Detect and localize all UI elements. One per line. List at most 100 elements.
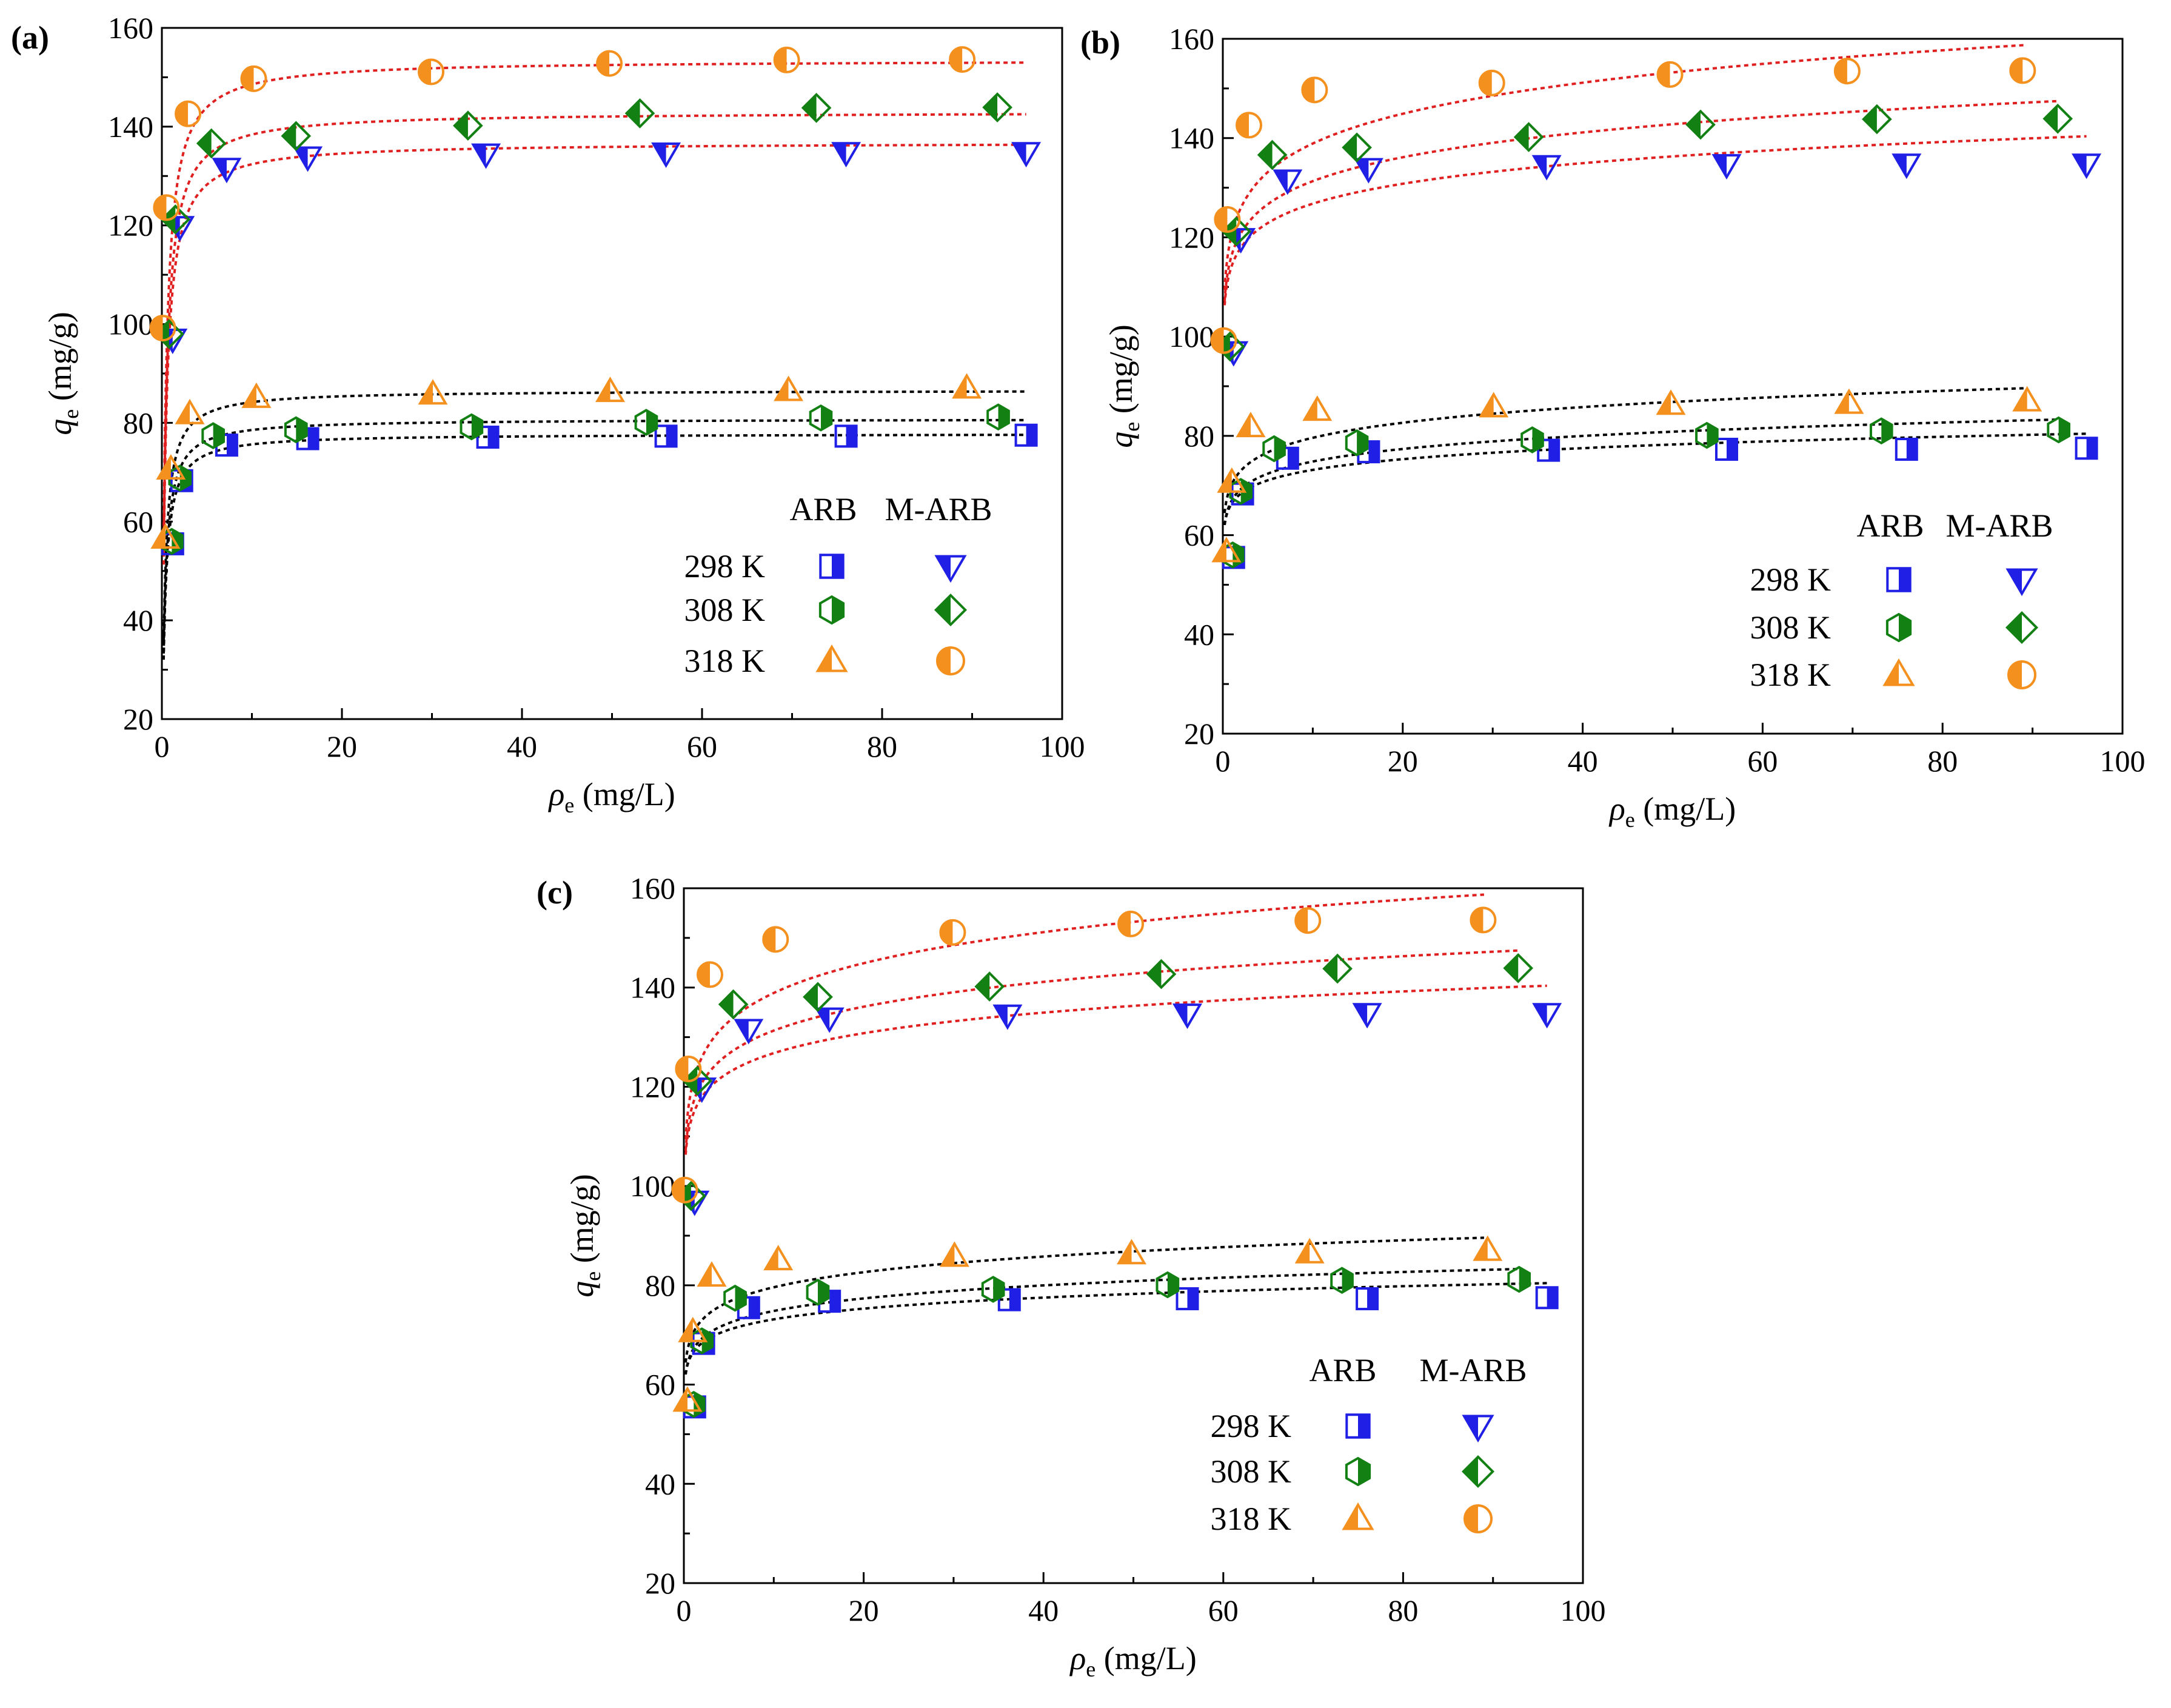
arb-318-marker xyxy=(418,379,448,405)
legend-marb-318-marker xyxy=(2007,660,2036,689)
marb-298-marker xyxy=(1711,154,1742,180)
marb-298-marker xyxy=(992,1004,1023,1030)
marker-fill xyxy=(177,401,190,423)
marker-outline xyxy=(939,1241,969,1267)
legend-arb-308-marker xyxy=(1345,1456,1371,1487)
x-tick-label: 80 xyxy=(1388,1593,1418,1627)
marker-fill xyxy=(1013,143,1026,166)
marker-outline xyxy=(1257,139,1288,170)
marker-fill xyxy=(1026,424,1037,446)
marker-outline xyxy=(1886,567,1912,592)
marker-fill xyxy=(1464,1416,1478,1441)
marker-fill xyxy=(1479,70,1492,95)
marker-fill xyxy=(2007,612,2022,643)
marker-outline xyxy=(293,146,323,172)
marker-outline xyxy=(1352,1003,1382,1029)
y-tick-label: 140 xyxy=(630,971,675,1005)
marker-outline xyxy=(1532,1003,1562,1029)
fit-curve xyxy=(684,893,1485,1140)
marker-fill xyxy=(936,556,951,581)
legend-arb-298-marker xyxy=(1886,567,1912,592)
plot-frame xyxy=(161,27,1063,720)
arb-298-marker xyxy=(1356,1287,1379,1310)
marker-fill xyxy=(720,991,734,1018)
marker-fill xyxy=(419,59,432,84)
marker-fill xyxy=(154,195,167,220)
arb-318-marker xyxy=(2012,386,2042,412)
y-tick-label: 160 xyxy=(1169,22,1214,56)
panel-label: (a) xyxy=(11,19,49,56)
marker-outline xyxy=(818,595,845,625)
marker-outline xyxy=(697,1261,727,1287)
marb-318-marker xyxy=(1656,61,1684,88)
marb-308-marker xyxy=(718,989,749,1020)
marker-outline xyxy=(801,93,832,123)
marker-fill xyxy=(1893,155,1907,177)
marker-fill xyxy=(935,595,951,625)
arb-318-marker xyxy=(672,1386,703,1412)
marker-outline xyxy=(1464,1504,1493,1533)
marker-outline xyxy=(809,404,833,432)
marker-fill xyxy=(2009,661,2022,688)
marb-308-marker xyxy=(1146,959,1177,990)
marker-fill xyxy=(1714,155,1727,178)
marb-308-marker xyxy=(2042,103,2073,134)
y-tick-label: 120 xyxy=(630,1070,675,1104)
marker-outline xyxy=(1520,426,1544,454)
marker-outline xyxy=(1294,1237,1325,1264)
legend-row-label: 308 K xyxy=(1750,609,1831,646)
marker-fill xyxy=(1515,124,1529,151)
marker-fill xyxy=(698,962,711,987)
marker-outline xyxy=(737,1296,760,1319)
y-tick-label: 80 xyxy=(645,1268,675,1302)
marker-fill xyxy=(832,555,843,578)
marb-318-marker xyxy=(1236,112,1263,139)
arb-308-marker xyxy=(1330,1267,1354,1294)
marker-outline xyxy=(651,142,681,168)
marker-outline xyxy=(1014,423,1038,447)
x-tick-label: 20 xyxy=(1388,744,1418,778)
arb-298-marker xyxy=(1715,438,1738,461)
marker-outline xyxy=(675,1055,702,1082)
marker-outline xyxy=(418,379,448,405)
marker-fill xyxy=(1167,1273,1179,1297)
marker-fill xyxy=(1881,418,1892,443)
arb-318-marker xyxy=(774,375,804,401)
legend-row-label: 308 K xyxy=(1211,1453,1292,1490)
arb-308-marker xyxy=(1262,435,1286,463)
x-axis-unit: (mg/L) xyxy=(1096,1640,1196,1676)
marb-318-marker xyxy=(1214,206,1241,233)
marker-fill xyxy=(471,414,483,439)
legend-header: M-ARB xyxy=(885,491,992,527)
y-tick-label: 40 xyxy=(645,1467,675,1501)
marker-outline xyxy=(1236,412,1266,438)
marker-outline xyxy=(1156,1271,1180,1299)
marker-outline xyxy=(1715,438,1738,461)
marker-outline xyxy=(153,194,180,221)
fit-curve xyxy=(162,434,1026,660)
marker-outline xyxy=(982,92,1012,122)
y-tick-label: 40 xyxy=(1184,617,1214,651)
marker-outline xyxy=(815,644,848,672)
marker-fill xyxy=(1707,423,1718,447)
marker-outline xyxy=(1462,1415,1494,1443)
marker-fill xyxy=(1471,908,1484,933)
marker-fill xyxy=(1302,78,1315,102)
marb-318-marker xyxy=(949,46,976,73)
fit-curve xyxy=(162,113,1026,554)
marker-fill xyxy=(846,426,857,447)
marker-fill xyxy=(1354,1004,1368,1026)
marker-outline xyxy=(1146,959,1177,990)
legend-arb-318-marker xyxy=(1342,1502,1374,1530)
marker-outline xyxy=(1479,392,1509,418)
marb-308-marker xyxy=(624,98,655,129)
x-axis-label: ρe (mg/L) xyxy=(547,776,675,817)
arb-318-marker xyxy=(150,523,181,549)
marker-fill xyxy=(1259,141,1273,169)
marker-outline xyxy=(671,1176,698,1204)
x-axis-symbol: ρ xyxy=(1608,791,1625,827)
y-axis-label: qe (mg/g) xyxy=(42,312,83,435)
marb-318-marker xyxy=(240,65,267,92)
arb-318-marker xyxy=(697,1261,727,1287)
